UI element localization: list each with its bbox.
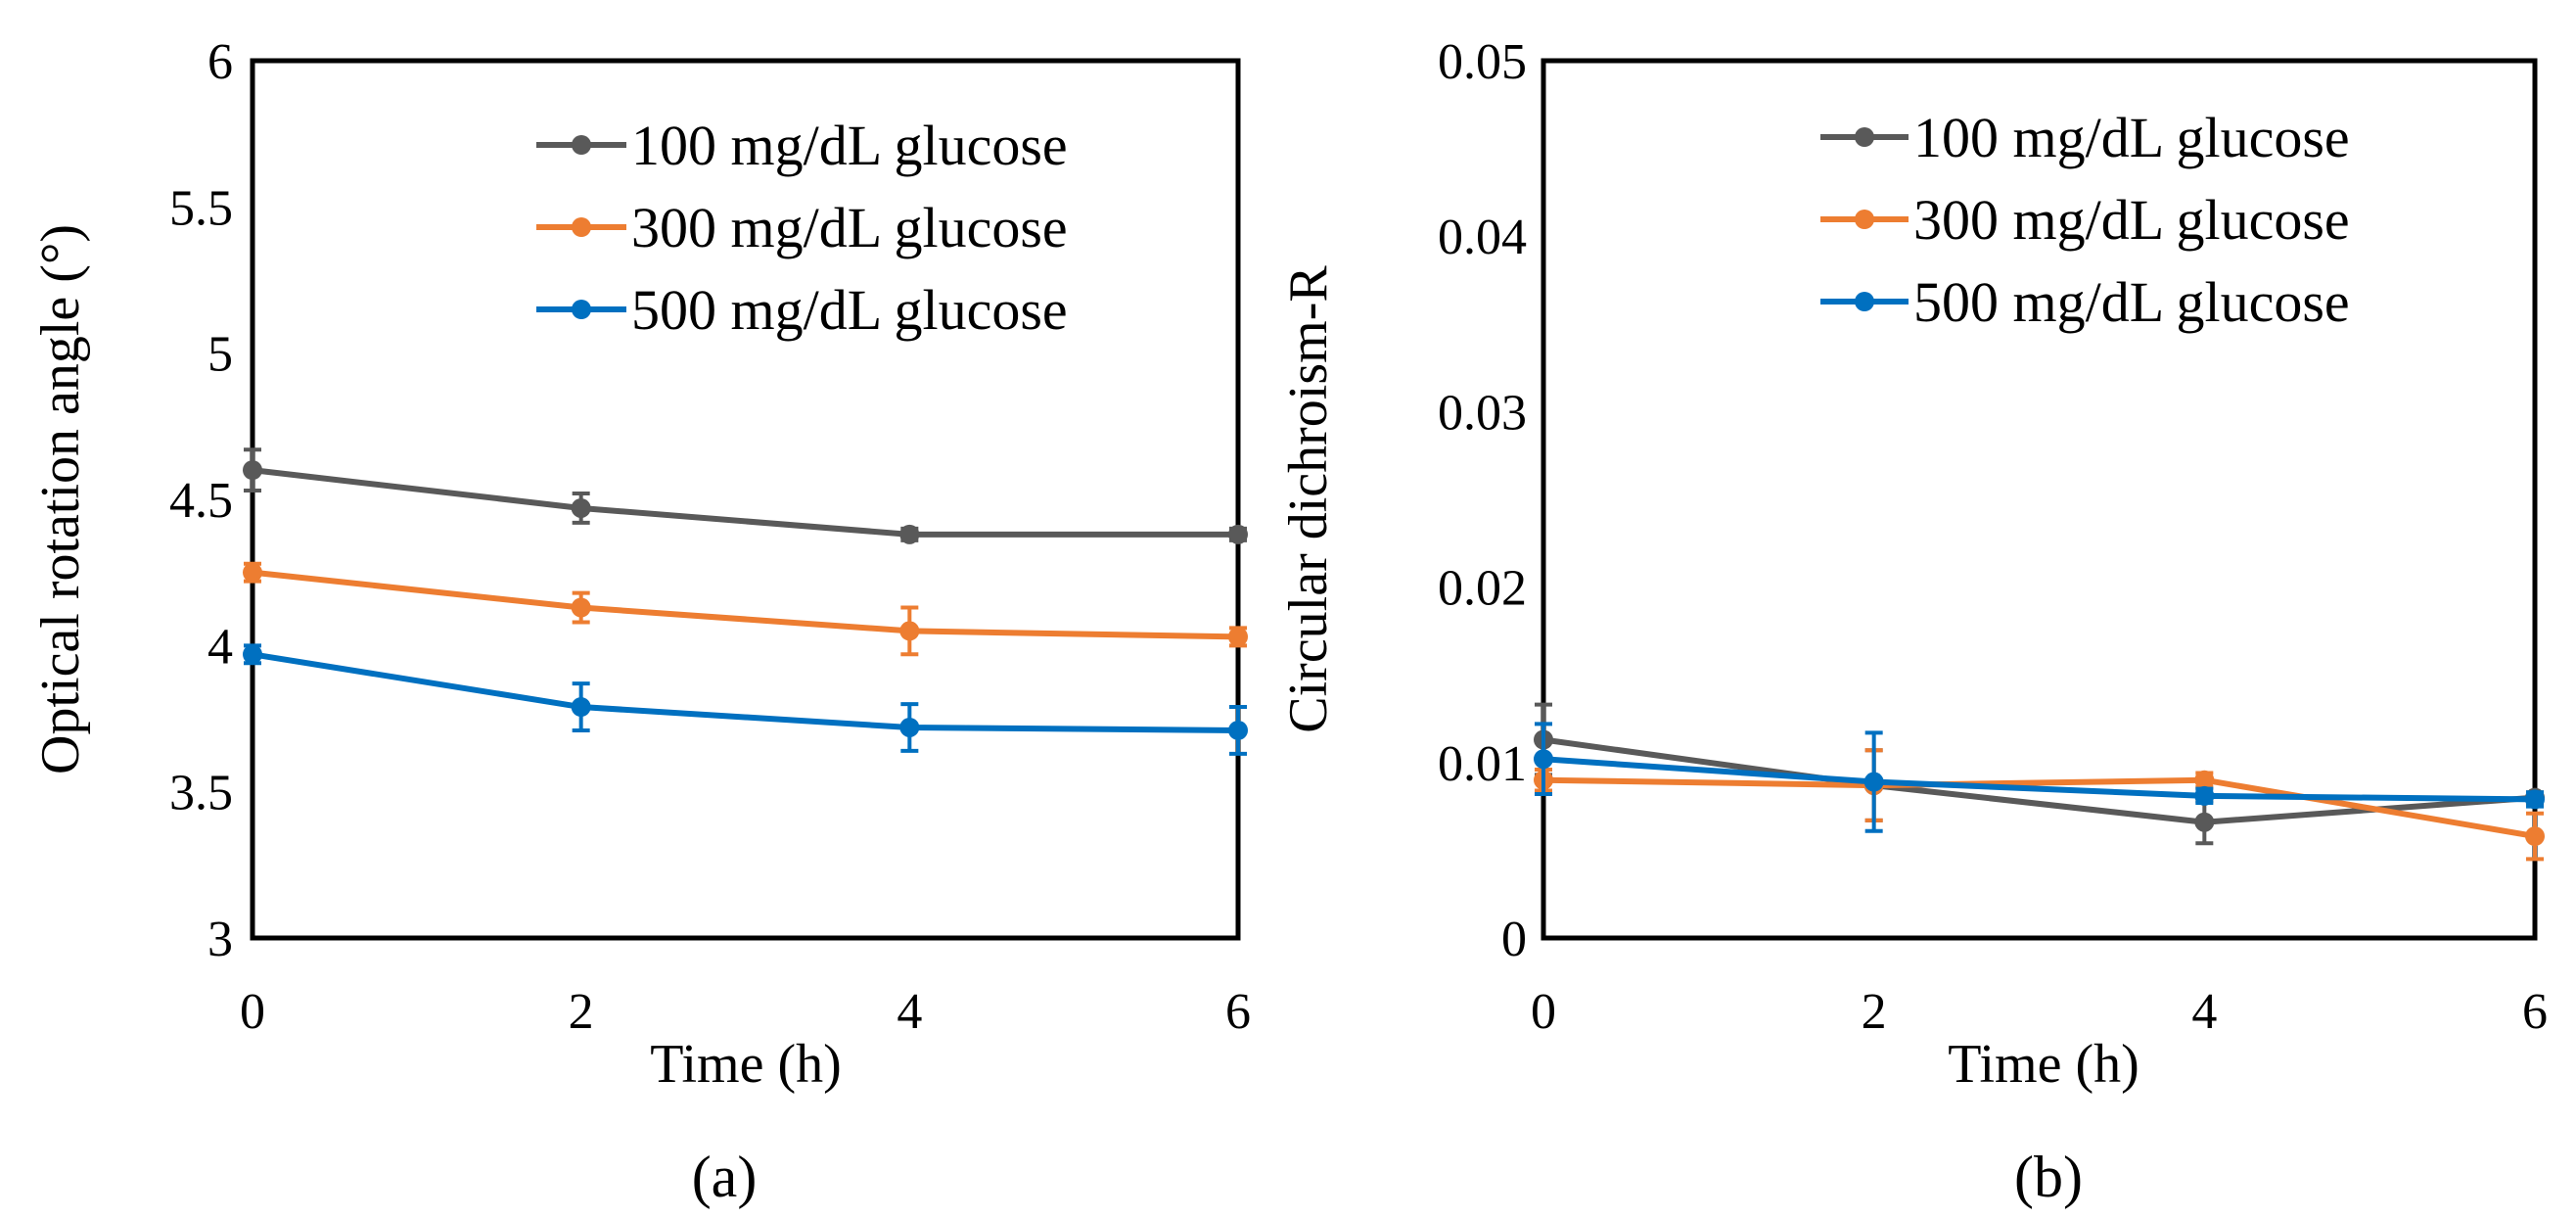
y-tick-label: 0.04	[1438, 210, 1527, 265]
data-point	[571, 697, 591, 718]
data-point	[571, 497, 591, 518]
series-line	[1542, 756, 2536, 803]
x-tick-label: 2	[1862, 984, 1887, 1040]
legend-marker	[572, 300, 591, 319]
x-tick-label: 2	[569, 984, 594, 1040]
legend-label: 100 mg/dL glucose	[631, 114, 1068, 177]
series-300-mg-dl	[243, 561, 1248, 657]
y-tick-label: 0.02	[1438, 561, 1527, 617]
y-tick-label: 4.5	[169, 473, 233, 529]
series-line	[252, 467, 1238, 538]
legend-entry: 500 mg/dL glucose	[536, 278, 1068, 342]
data-point	[2525, 826, 2545, 847]
series-500-mg-dl	[243, 643, 1248, 756]
legend-entry: 100 mg/dL glucose	[536, 114, 1068, 177]
series-line	[252, 651, 1239, 733]
legend-label: 100 mg/dL glucose	[1913, 106, 2350, 169]
y-axis-title: Circular dichroism-R	[1278, 265, 1339, 733]
panel-label: (b)	[2014, 1145, 2083, 1209]
data-point	[571, 597, 591, 618]
data-point	[2194, 770, 2215, 790]
legend-label: 500 mg/dL glucose	[1913, 270, 2350, 334]
y-tick-label: 5	[207, 327, 233, 383]
data-point	[1863, 772, 1884, 792]
y-tick-label: 4	[207, 619, 233, 675]
y-tick-label: 3	[207, 912, 233, 967]
legend-marker	[1855, 127, 1874, 147]
series-line	[1542, 776, 2536, 840]
plot-area-frame	[250, 58, 1241, 941]
data-point	[2194, 812, 2215, 832]
x-tick-label: 0	[1531, 984, 1556, 1040]
data-point	[2194, 785, 2215, 806]
data-point	[1534, 749, 1553, 770]
panel-label: (a)	[692, 1145, 758, 1209]
y-tick-label: 0.03	[1438, 385, 1527, 441]
x-axis-title: Time (h)	[650, 1034, 842, 1095]
x-tick-label: 6	[2522, 984, 2548, 1040]
legend-entry: 100 mg/dL glucose	[1820, 106, 2350, 169]
y-tick-label: 3.5	[169, 766, 233, 821]
y-tick-label: 0.05	[1438, 34, 1527, 90]
data-point	[243, 460, 262, 481]
data-point	[1228, 524, 1248, 544]
y-axis-title: Optical rotation angle (°)	[30, 224, 91, 774]
x-tick-label: 4	[897, 984, 922, 1040]
y-tick-label: 0.01	[1438, 736, 1527, 792]
legend-marker	[572, 217, 591, 237]
legend-entry: 300 mg/dL glucose	[1820, 188, 2350, 252]
x-tick-label: 6	[1225, 984, 1251, 1040]
y-tick-label: 6	[207, 34, 233, 90]
data-point	[1228, 720, 1248, 740]
chart-panel-b: 0 0.01 0.02 0.03 0.04 0.05 0 2 4 6 Time (h) Circula…	[1278, 34, 2548, 1209]
data-point	[899, 524, 920, 544]
x-tick-label: 0	[240, 984, 265, 1040]
chart-panel-a: 3 3.5 4 4.5 5 5.5 6 0 2 4 6 Time (h) Optical rotatio…	[30, 34, 1251, 1209]
x-tick-label: 4	[2191, 984, 2217, 1040]
y-tick-label: 0	[1501, 912, 1527, 967]
series-line	[252, 569, 1239, 640]
y-tick-label: 5.5	[169, 180, 233, 236]
legend-label: 500 mg/dL glucose	[631, 278, 1068, 342]
data-point	[1228, 627, 1248, 647]
series-500-mg-dl	[1534, 722, 2545, 833]
data-point	[2525, 789, 2545, 810]
legend-entry: 300 mg/dL glucose	[536, 196, 1068, 259]
data-point	[899, 621, 920, 641]
legend-marker	[1855, 292, 1874, 311]
legend-marker	[1855, 210, 1874, 229]
data-point	[243, 562, 262, 583]
x-axis-title: Time (h)	[1948, 1034, 2139, 1095]
data-point	[899, 717, 920, 737]
legend-label: 300 mg/dL glucose	[631, 196, 1068, 259]
legend-entry: 500 mg/dL glucose	[1820, 270, 2350, 334]
legend-marker	[572, 135, 591, 155]
data-point	[243, 644, 262, 665]
legend-label: 300 mg/dL glucose	[1913, 188, 2350, 252]
series-100-mg-dl	[243, 447, 1248, 544]
